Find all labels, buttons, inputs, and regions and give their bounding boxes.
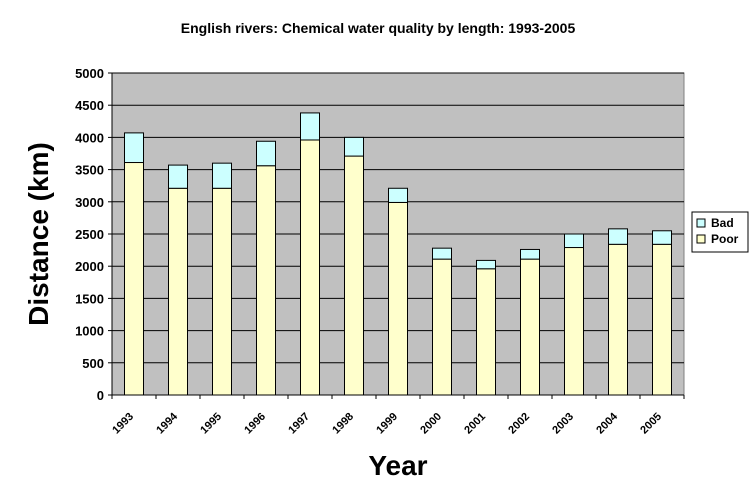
bar-poor-1996	[256, 165, 276, 396]
y-tick-label: 1500	[75, 291, 104, 306]
chart-title: English rivers: Chemical water quality b…	[181, 20, 576, 36]
bar-poor-1993	[124, 162, 144, 396]
bar-bad-1999	[388, 187, 408, 203]
x-tick-label: 2004	[594, 410, 620, 436]
legend-swatch-bad	[696, 218, 706, 228]
x-tick-label: 2002	[506, 411, 532, 437]
bar-poor-1997	[300, 139, 320, 396]
bar-poor-1998	[344, 155, 364, 396]
y-tick-label: 4500	[75, 98, 104, 113]
bar-poor-2005	[652, 243, 672, 396]
x-tick-label: 2005	[638, 411, 664, 437]
x-tick-label: 1995	[198, 411, 224, 437]
y-tick-label: 5000	[75, 66, 104, 81]
legend: Bad Poor	[691, 211, 749, 253]
bar-poor-1995	[212, 187, 232, 396]
y-tick-label: 0	[97, 388, 104, 403]
x-tick-label: 1996	[242, 411, 268, 437]
bar-bad-1993	[124, 132, 144, 164]
x-tick-label: 1993	[110, 411, 136, 437]
bars	[124, 112, 672, 396]
y-tick-label: 2000	[75, 259, 104, 274]
bar-bad-2002	[520, 248, 540, 260]
x-axis-ticks: 1993 1994 1995 1996 1997 1998 1999 2000 2001 2002…	[110, 395, 685, 437]
y-tick-label: 3500	[75, 163, 104, 178]
x-tick-label: 1997	[286, 411, 312, 437]
bar-bad-2001	[476, 259, 496, 270]
bar-bad-2003	[564, 233, 584, 249]
bar-bad-2004	[608, 228, 628, 245]
x-tick-label: 2001	[462, 411, 488, 437]
legend-label-poor: Poor	[711, 232, 739, 246]
x-tick-label: 2000	[418, 411, 444, 437]
bar-bad-1996	[256, 140, 276, 167]
bar-poor-2001	[476, 268, 496, 396]
x-axis-label: Year	[368, 450, 427, 481]
bar-bad-1997	[300, 112, 320, 141]
legend-swatch-poor	[696, 234, 706, 244]
y-tick-label: 3000	[75, 195, 104, 210]
legend-label-bad: Bad	[711, 216, 734, 230]
bar-bad-1994	[168, 164, 188, 189]
y-tick-label: 2500	[75, 227, 104, 242]
bar-poor-1994	[168, 187, 188, 396]
bar-bad-1995	[212, 162, 232, 189]
y-tick-label: 500	[82, 356, 104, 371]
y-tick-label: 4000	[75, 130, 104, 145]
gridlines	[112, 72, 684, 364]
bar-bad-2005	[652, 230, 672, 245]
bar-poor-1999	[388, 201, 408, 396]
y-axis-ticks: 0 500 1000 1500 2000 2500 3000 3500 4000 4500 5000	[75, 66, 112, 403]
x-tick-label: 1998	[330, 411, 356, 437]
bar-poor-2003	[564, 247, 584, 396]
y-axis-label: Distance (km)	[23, 142, 54, 326]
bar-bad-1998	[344, 136, 364, 157]
bar-poor-2000	[432, 258, 452, 396]
bar-poor-2004	[608, 243, 628, 396]
x-tick-label: 2003	[550, 411, 576, 437]
bar-bad-2000	[432, 247, 452, 260]
x-tick-label: 1999	[374, 411, 400, 437]
x-tick-label: 1994	[154, 410, 180, 436]
bar-poor-2002	[520, 258, 540, 396]
y-tick-label: 1000	[75, 324, 104, 339]
